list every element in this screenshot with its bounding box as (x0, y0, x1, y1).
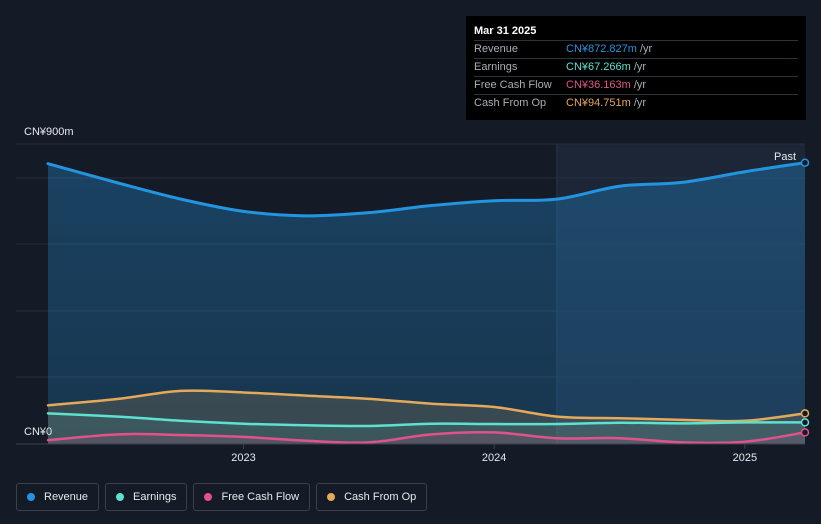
tooltip-label: Free Cash Flow (474, 79, 552, 91)
legend-label: Cash From Op (344, 491, 417, 503)
tooltip-row-cfo: Cash From Op CN¥94.751m /yr (474, 94, 798, 112)
legend-label: Earnings (133, 491, 177, 503)
legend-item-free-cash-flow[interactable]: Free Cash Flow (193, 483, 311, 511)
legend-dot-icon (116, 493, 125, 501)
legend-dot-icon (27, 493, 35, 501)
tooltip-label: Revenue (474, 43, 519, 55)
tooltip-value: CN¥94.751m (566, 97, 631, 109)
tooltip-date: Mar 31 2025 (474, 25, 537, 37)
legend-dot-icon (327, 493, 336, 501)
past-label: Past (774, 151, 797, 163)
series-area-free-cash-flow (48, 432, 805, 444)
legend-dot-icon (204, 493, 213, 501)
series-line-free-cash-flow (46, 430, 807, 445)
series-line-cash-from-op (46, 389, 807, 423)
legend-item-revenue[interactable]: Revenue (16, 483, 100, 511)
tooltip-value: CN¥36.163m (566, 79, 631, 91)
tooltip-unit: /yr (633, 79, 647, 91)
legend-item-cash-from-op[interactable]: Cash From Op (316, 483, 428, 511)
tooltip-unit: /yr (639, 43, 653, 55)
series-end-point-earnings (800, 418, 810, 427)
tooltip-row-revenue: Revenue CN¥872.827m /yr (474, 40, 798, 58)
x-tick-label: 2025 (733, 452, 757, 464)
legend-item-earnings[interactable]: Earnings (105, 483, 188, 511)
series-end-point-revenue (800, 158, 810, 167)
series-line-revenue (46, 161, 807, 218)
tooltip-unit: /yr (633, 61, 647, 73)
legend-label: Revenue (44, 491, 89, 503)
x-tick-label: 2023 (231, 452, 255, 464)
series-end-point-free-cash-flow (800, 428, 810, 437)
legend: Revenue Earnings Free Cash Flow Cash Fro… (16, 483, 428, 511)
tooltip-unit: /yr (633, 97, 647, 109)
y-axis-top-label: CN¥900m (24, 126, 74, 138)
tooltip-row-fcf: Free Cash Flow CN¥36.163m /yr (474, 76, 798, 94)
x-tick-label: 2024 (482, 452, 506, 464)
series-line-earnings (46, 412, 807, 428)
series-end-point-cash-from-op (800, 409, 810, 418)
tooltip-row-earnings: Earnings CN¥67.266m /yr (474, 58, 798, 76)
tooltip-value: CN¥67.266m (566, 61, 631, 73)
series-area-revenue (48, 162, 805, 444)
tooltip-label: Cash From Op (474, 97, 547, 109)
y-axis-bottom-label: CN¥0 (24, 426, 53, 438)
legend-label: Free Cash Flow (221, 491, 300, 503)
tooltip-panel: Mar 31 2025 Revenue CN¥872.827m /yr Earn… (466, 16, 806, 120)
tooltip-label: Earnings (474, 61, 518, 73)
series-area-cash-from-op (48, 390, 805, 444)
tooltip-value: CN¥872.827m (566, 43, 637, 55)
